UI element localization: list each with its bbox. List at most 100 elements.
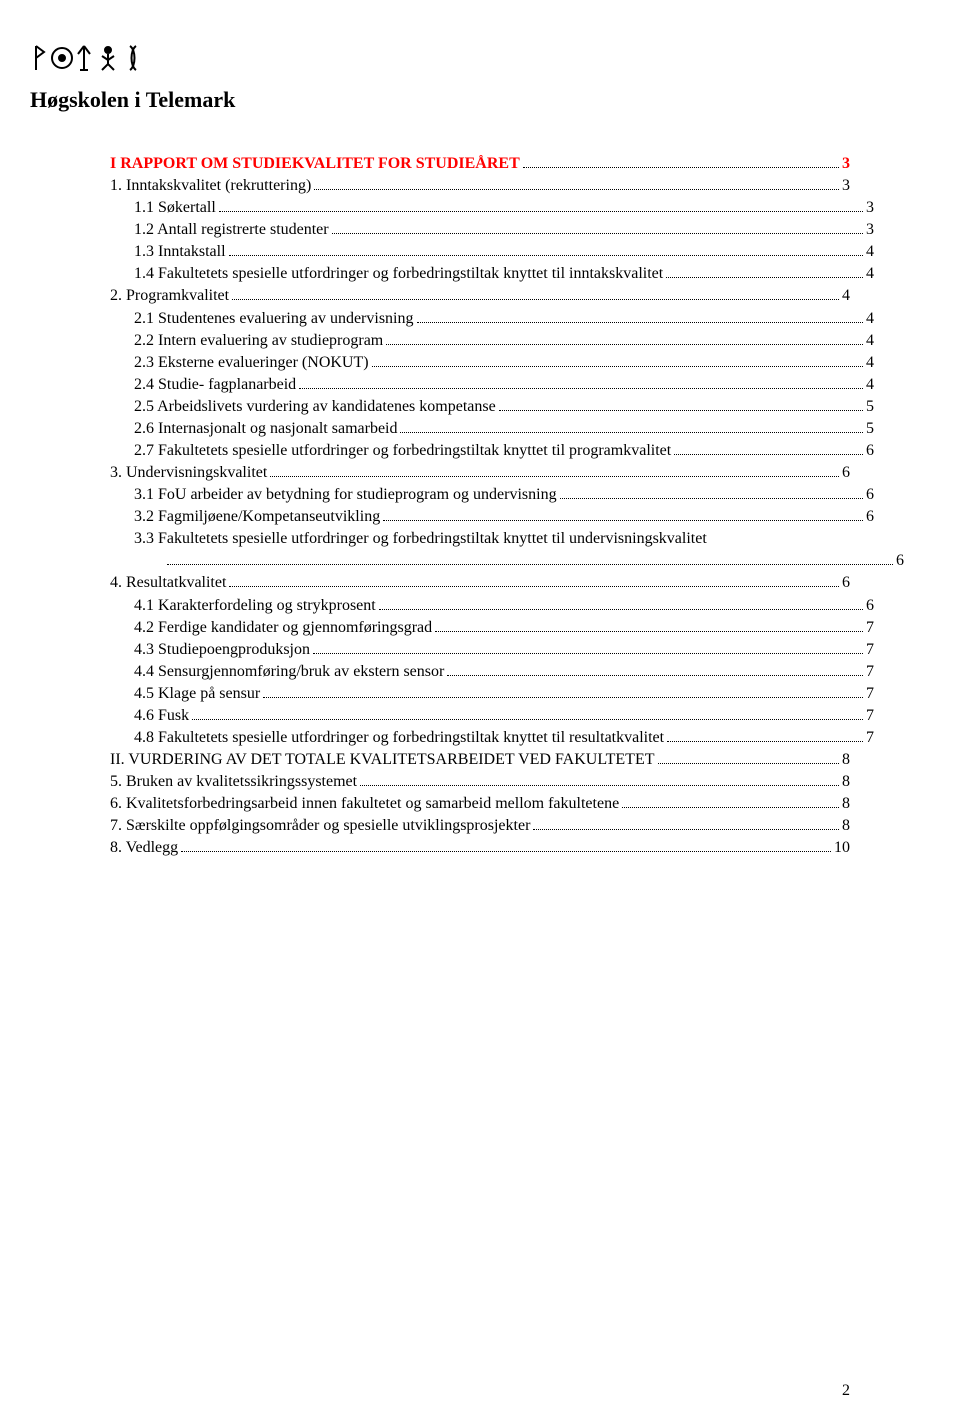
toc-entry: 4.8 Fakultetets spesielle utfordringer o… [110, 727, 874, 749]
toc-label: 2.7 Fakultetets spesielle utfordringer o… [134, 440, 671, 462]
toc-page: 7 [866, 705, 874, 727]
toc-dots [229, 586, 839, 587]
toc-label: 4.4 Sensurgjennomføring/bruk av ekstern … [134, 661, 444, 683]
toc-label: II. VURDERING AV DET TOTALE KVALITETSARB… [110, 749, 655, 771]
toc-page: 6 [866, 484, 874, 506]
toc-dots [232, 299, 839, 300]
toc-label: 1. Inntakskvalitet (rekruttering) [110, 175, 311, 197]
toc-entry: 1.3 Inntakstall 4 [110, 241, 874, 263]
toc-dots [658, 763, 840, 764]
toc-dots [383, 520, 863, 521]
toc-label: 2.5 Arbeidslivets vurdering av kandidate… [134, 396, 496, 418]
toc-label: 4.5 Klage på sensur [134, 683, 260, 705]
toc-label: 1.3 Inntakstall [134, 241, 226, 263]
toc-dots [622, 807, 839, 808]
toc-label: 3.2 Fagmiljøene/Kompetanseutvikling [134, 506, 380, 528]
toc-label: 2. Programkvalitet [110, 285, 229, 307]
toc-dots [192, 719, 863, 720]
toc-page: 6 [842, 572, 850, 594]
toc-page: 4 [866, 308, 874, 330]
toc-dots [533, 829, 839, 830]
toc-entry: 1. Inntakskvalitet (rekruttering) 3 [110, 175, 850, 197]
toc-label: 6. Kvalitetsforbedringsarbeid innen faku… [110, 793, 619, 815]
toc-page: 3 [866, 197, 874, 219]
toc-page: 8 [842, 793, 850, 815]
toc-dots [229, 255, 863, 256]
toc-entry: 5. Bruken av kvalitetssikringssystemet 8 [110, 771, 850, 793]
toc-page: 3 [842, 153, 850, 175]
toc-entry: 4.6 Fusk 7 [110, 705, 874, 727]
toc-page: 4 [866, 241, 874, 263]
toc-entry: 6. Kvalitetsforbedringsarbeid innen faku… [110, 793, 850, 815]
toc-dots [299, 388, 863, 389]
toc-label: 8. Vedlegg [110, 837, 178, 859]
toc-entry: 7. Særskilte oppfølgingsområder og spesi… [110, 815, 850, 837]
toc-dots [314, 189, 839, 190]
toc-label: 3.1 FoU arbeider av betydning for studie… [134, 484, 557, 506]
toc-page: 3 [866, 219, 874, 241]
toc-dots [523, 167, 839, 168]
toc-label: 2.3 Eksterne evalueringer (NOKUT) [134, 352, 369, 374]
toc-entry: 1.4 Fakultetets spesielle utfordringer o… [110, 263, 874, 285]
toc-entry: 2.2 Intern evaluering av studieprogram 4 [110, 330, 874, 352]
toc-label: 3.3 Fakultetets spesielle utfordringer o… [134, 528, 707, 550]
toc-entry: 8. Vedlegg 10 [110, 837, 850, 859]
toc-dots [167, 564, 893, 565]
toc-page: 4 [866, 330, 874, 352]
toc-page: 6 [866, 506, 874, 528]
toc-label: 2.1 Studentenes evaluering av undervisni… [134, 308, 414, 330]
toc-dots [219, 211, 863, 212]
toc-entry: 4.1 Karakterfordeling og strykprosent 6 [110, 595, 874, 617]
toc-entry: 2. Programkvalitet 4 [110, 285, 850, 307]
toc-entry: 4.3 Studiepoengproduksjon 7 [110, 639, 874, 661]
toc-page: 6 [866, 595, 874, 617]
toc-label: 4.2 Ferdige kandidater og gjennomførings… [134, 617, 432, 639]
toc-page: 4 [866, 374, 874, 396]
toc-page: 6 [866, 440, 874, 462]
toc-page: 5 [866, 396, 874, 418]
logo-glyphs [30, 40, 850, 81]
toc-dots [666, 277, 863, 278]
toc-label: 1.1 Søkertall [134, 197, 216, 219]
toc-entry: 3.2 Fagmiljøene/Kompetanseutvikling 6 [110, 506, 874, 528]
toc-dots [332, 233, 863, 234]
toc-entry: 2.5 Arbeidslivets vurdering av kandidate… [110, 396, 874, 418]
toc-page: 4 [866, 352, 874, 374]
toc-entry: 3.1 FoU arbeider av betydning for studie… [110, 484, 874, 506]
toc-label: 2.4 Studie- fagplanarbeid [134, 374, 296, 396]
toc-entry: II. VURDERING AV DET TOTALE KVALITETSARB… [110, 749, 850, 771]
toc-dots [667, 741, 863, 742]
toc-dots [560, 498, 863, 499]
toc-entry: 3. Undervisningskvalitet 6 [110, 462, 850, 484]
toc-label: 4. Resultatkvalitet [110, 572, 226, 594]
toc-page: 6 [896, 550, 904, 572]
toc-dots [674, 454, 863, 455]
toc-label: I RAPPORT OM STUDIEKVALITET FOR STUDIEÅR… [110, 153, 520, 175]
toc-label: 2.2 Intern evaluering av studieprogram [134, 330, 383, 352]
toc-page: 7 [866, 727, 874, 749]
toc-page: 5 [866, 418, 874, 440]
toc-label: 1.4 Fakultetets spesielle utfordringer o… [134, 263, 663, 285]
toc-page: 6 [842, 462, 850, 484]
toc-entry-continuation: 6 [110, 550, 904, 572]
toc-dots [270, 476, 839, 477]
toc-dots [263, 697, 863, 698]
school-name: Høgskolen i Telemark [30, 87, 850, 113]
toc-dots [499, 410, 863, 411]
document-page: Høgskolen i Telemark I RAPPORT OM STUDIE… [0, 0, 960, 1420]
toc-label: 4.8 Fakultetets spesielle utfordringer o… [134, 727, 664, 749]
toc-entry: 2.3 Eksterne evalueringer (NOKUT) 4 [110, 352, 874, 374]
toc-dots [386, 344, 863, 345]
toc-dots [360, 785, 839, 786]
logo-icon [30, 40, 190, 76]
toc-entry: 4.5 Klage på sensur 7 [110, 683, 874, 705]
toc-page: 10 [834, 837, 850, 859]
toc-page: 4 [866, 263, 874, 285]
toc-label: 2.6 Internasjonalt og nasjonalt samarbei… [134, 418, 397, 440]
toc-entry: 1.2 Antall registrerte studenter 3 [110, 219, 874, 241]
toc-entry: 3.3 Fakultetets spesielle utfordringer o… [110, 528, 874, 550]
page-number: 2 [842, 1382, 850, 1400]
toc-entry: 2.1 Studentenes evaluering av undervisni… [110, 308, 874, 330]
logo-area: Høgskolen i Telemark [30, 40, 850, 113]
toc-entry: I RAPPORT OM STUDIEKVALITET FOR STUDIEÅR… [110, 153, 850, 175]
